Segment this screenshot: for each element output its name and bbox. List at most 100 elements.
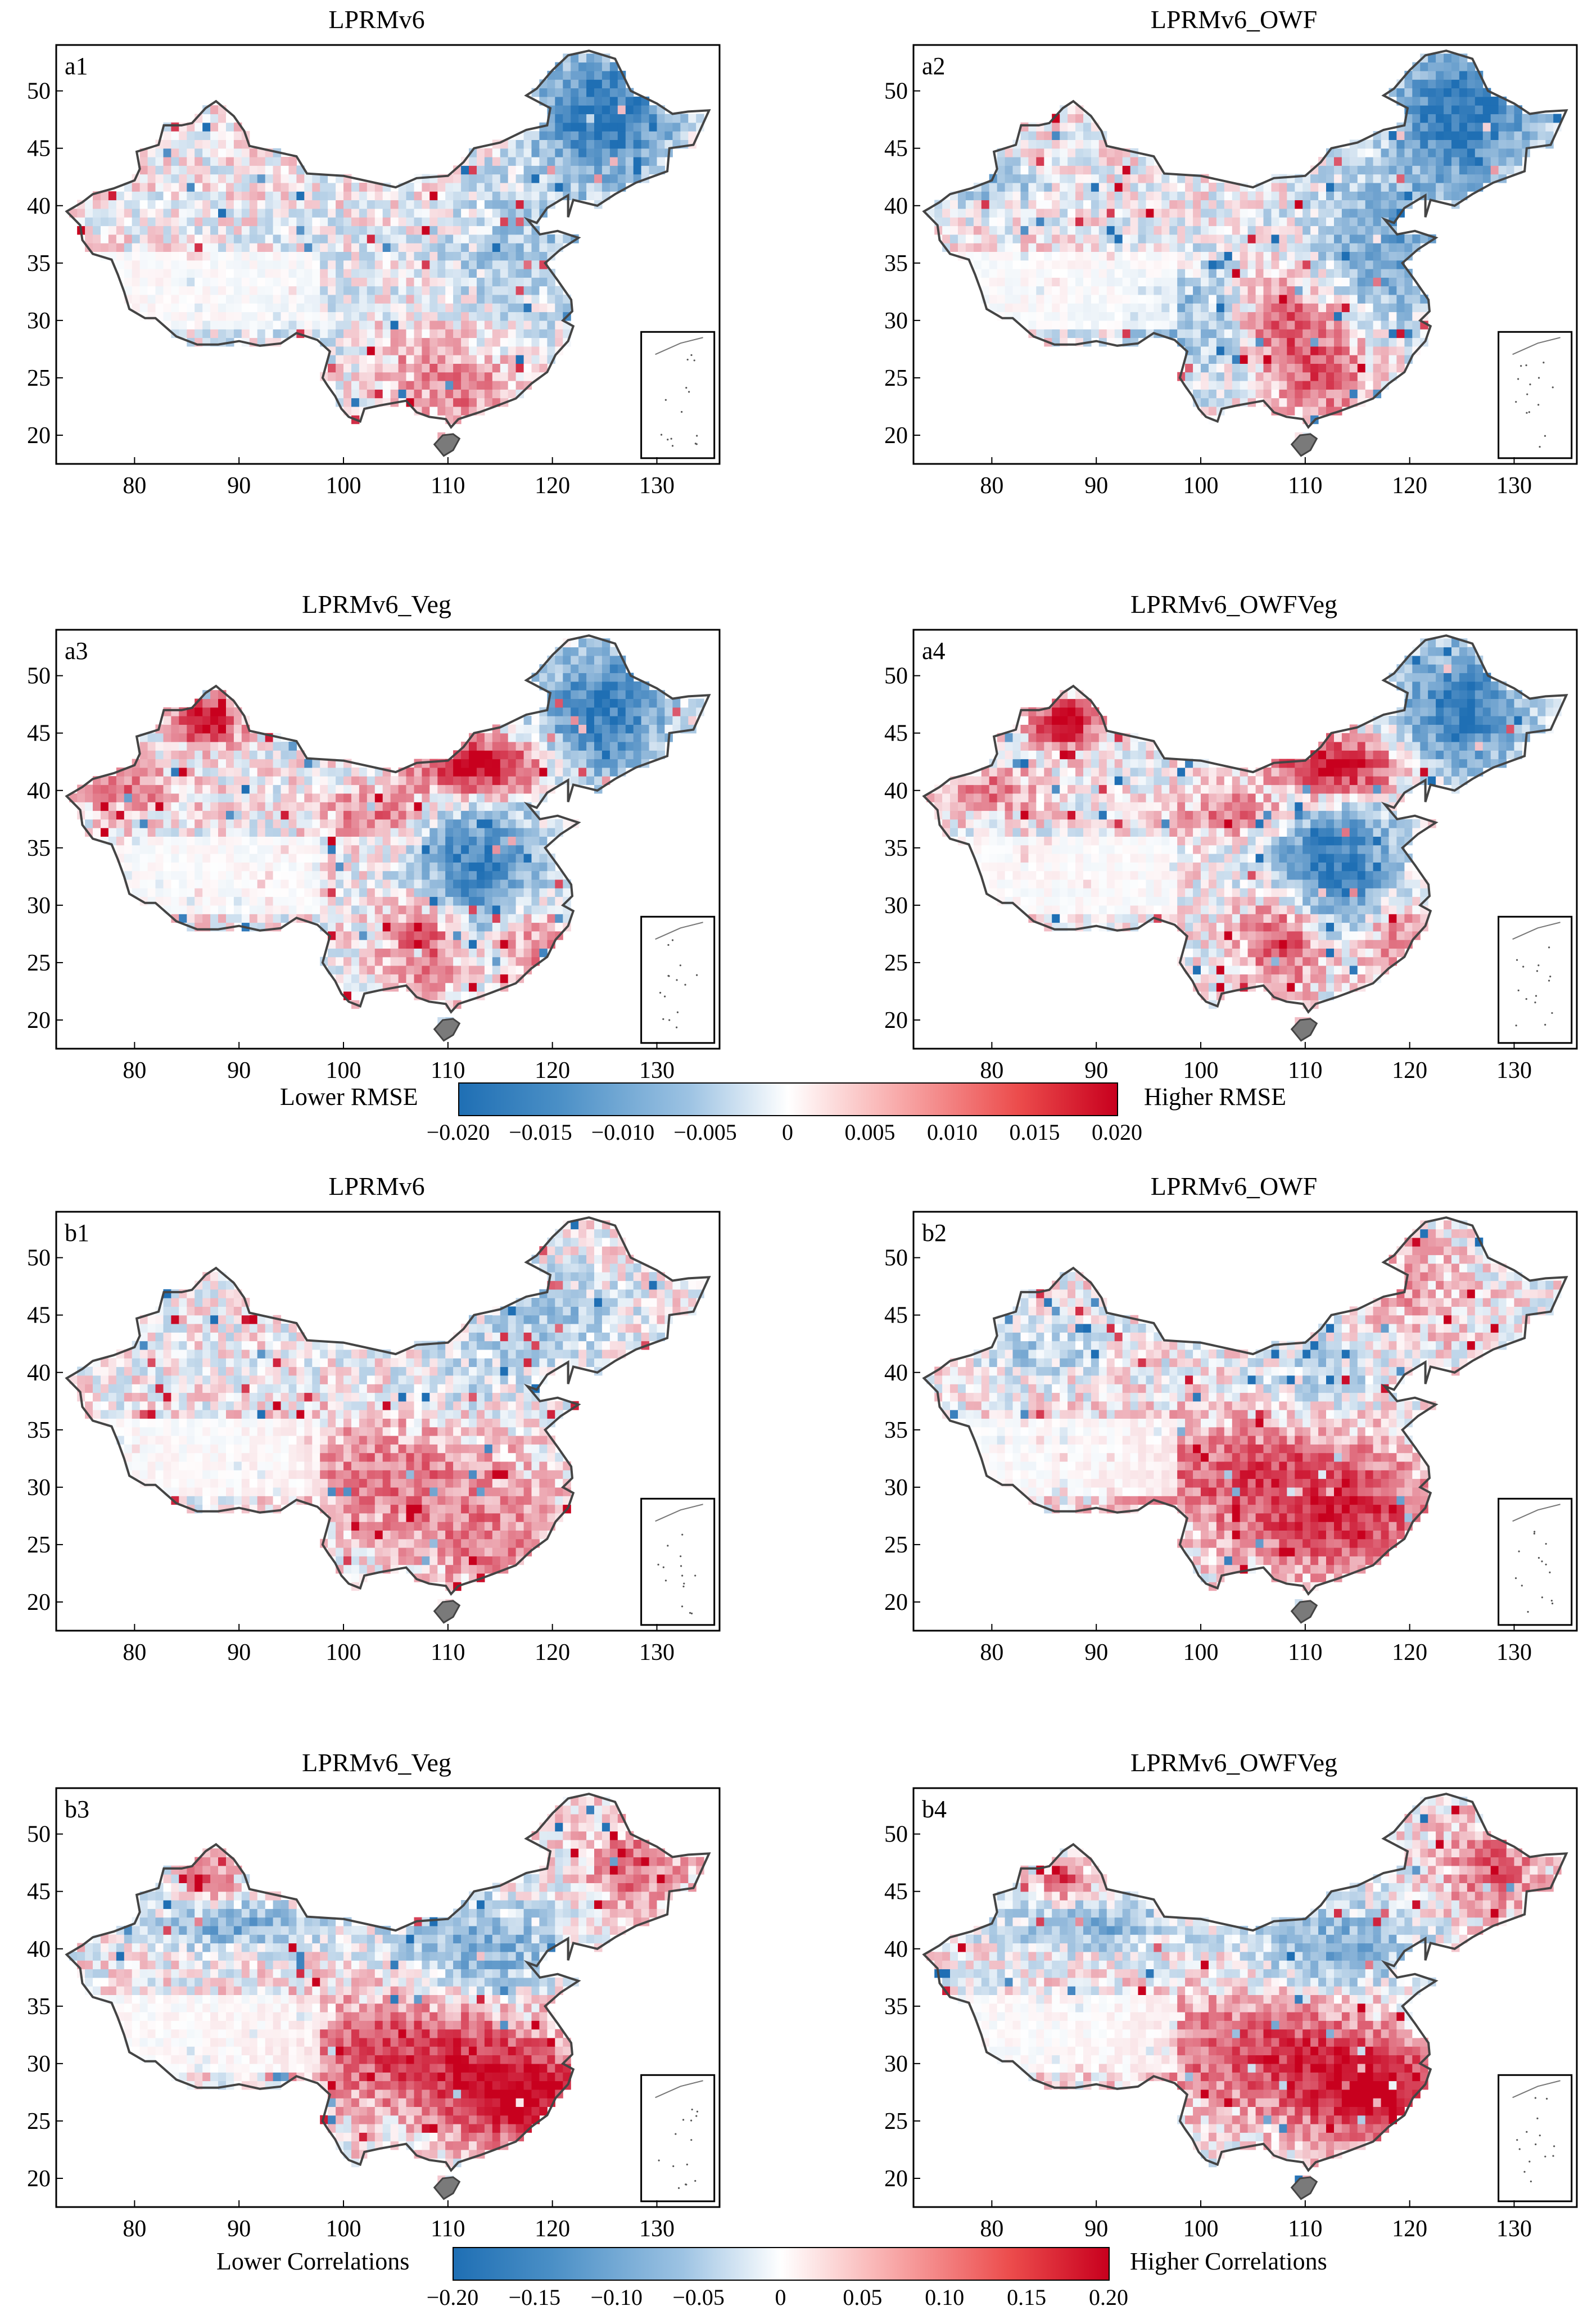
map-cell (664, 114, 673, 123)
map-cell (351, 956, 360, 966)
map-cell (108, 191, 117, 201)
map-cell (649, 733, 658, 742)
map-cell (139, 750, 148, 760)
map-cell (218, 174, 227, 183)
map-cell (1240, 372, 1249, 381)
map-cell (1451, 174, 1460, 183)
map-cell (625, 96, 634, 106)
map-cell (469, 182, 477, 192)
map-cell (367, 931, 376, 940)
map-cell (1020, 286, 1029, 295)
map-cell (226, 225, 234, 235)
lat-tick-label: 20 (884, 423, 908, 449)
map-cell (218, 870, 227, 880)
map-cell (1052, 260, 1060, 269)
map-cell (555, 286, 563, 295)
map-cell (477, 750, 485, 760)
map-cell (484, 165, 493, 175)
lat-tick-label: 45 (27, 136, 51, 162)
map-cell (1467, 157, 1476, 166)
map-cell (515, 363, 524, 373)
map-cell (1334, 217, 1342, 227)
map-cell (312, 828, 320, 837)
map-cell (406, 234, 414, 243)
map-cell (1091, 182, 1100, 192)
map-cell (1436, 122, 1444, 132)
map-cell (601, 767, 610, 777)
map-cell (422, 888, 430, 897)
map-cell (1012, 286, 1021, 295)
map-cell (989, 251, 998, 261)
map-cell (515, 148, 524, 157)
map-cell (1224, 277, 1233, 287)
map-cell (1216, 200, 1225, 209)
map-cell (1318, 329, 1327, 339)
map-cell (1373, 182, 1382, 192)
map-cell (312, 294, 320, 304)
map-cell (1209, 312, 1217, 321)
map-cell (1240, 269, 1249, 278)
map-cell (1122, 165, 1131, 175)
map-cell (195, 174, 203, 183)
map-cell (241, 784, 250, 794)
map-cell (1154, 251, 1162, 261)
map-cell (594, 148, 603, 157)
map-cell (1224, 269, 1233, 278)
map-cell (1185, 329, 1193, 339)
map-cell (1060, 191, 1068, 201)
map-cell (374, 836, 383, 846)
map-cell (304, 225, 313, 235)
map-cell (265, 750, 274, 760)
map-cell (437, 965, 446, 974)
map-cell (1428, 114, 1436, 123)
map-cell (1318, 217, 1327, 227)
map-cell (461, 200, 469, 209)
map-cell (1122, 303, 1131, 313)
map-cell (398, 974, 407, 983)
map-cell (664, 122, 673, 132)
map-cell (202, 888, 211, 897)
map-cell (1138, 329, 1146, 339)
map-cell (312, 174, 320, 183)
map-cell (398, 251, 407, 261)
map-cell (195, 905, 203, 914)
map-cell (578, 105, 587, 115)
map-cell (1295, 355, 1303, 364)
map-cell (195, 862, 203, 872)
map-cell (1381, 157, 1390, 166)
map-cell (609, 114, 618, 123)
map-cell (1224, 337, 1233, 347)
map-cell (1209, 294, 1217, 304)
map-cell (515, 337, 524, 347)
map-cell (1044, 225, 1052, 235)
map-cell (1412, 286, 1421, 295)
lon-tick-label: 90 (227, 473, 251, 499)
map-cell (398, 269, 407, 278)
map-cell (484, 784, 493, 794)
map-cell (265, 784, 274, 794)
map-cell (1287, 294, 1295, 304)
map-cell (304, 303, 313, 313)
map-cell (1334, 320, 1342, 330)
map-cell (241, 888, 250, 897)
map-cell (1201, 372, 1209, 381)
map-cell (147, 767, 156, 777)
map-cell (586, 742, 595, 751)
map-cell (1232, 217, 1241, 227)
map-cell (1388, 346, 1397, 355)
map-cell (1068, 200, 1076, 209)
map-cell (1318, 294, 1327, 304)
map-cell (210, 724, 219, 734)
map-cell (281, 217, 289, 227)
map-cell (1279, 286, 1287, 295)
map-cell (997, 243, 1006, 252)
map-cell (351, 810, 360, 820)
map-cell (382, 888, 391, 897)
map-cell (422, 225, 430, 235)
map-cell (233, 329, 242, 339)
map-cell (336, 845, 344, 854)
map-cell (233, 888, 242, 897)
map-cell (414, 269, 422, 278)
map-cell (155, 174, 164, 183)
map-cell (469, 922, 477, 932)
